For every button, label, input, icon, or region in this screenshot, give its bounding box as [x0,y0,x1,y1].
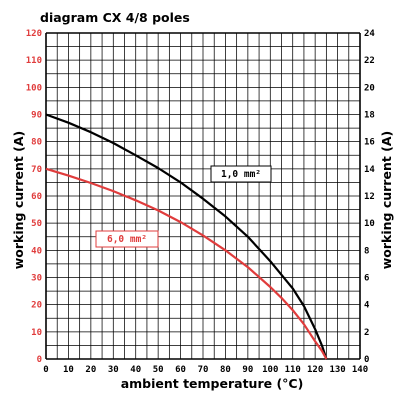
left-tick-label: 90 [31,111,42,121]
left-tick-label: 60 [31,192,42,202]
x-tick-label: 120 [307,365,323,375]
left-tick-label: 20 [31,301,42,311]
right-tick-label: 0 [364,355,369,365]
left-tick-label: 40 [31,246,42,256]
right-tick-label: 6 [364,274,369,284]
x-tick-label: 30 [108,365,119,375]
x-tick-label: 80 [220,365,231,375]
left-axis-title: working current (A) [11,131,26,270]
left-tick-label: 0 [37,355,42,365]
x-tick-label: 130 [329,365,345,375]
label-box-black [210,165,272,183]
series-line-black [45,113,328,360]
right-tick-label: 16 [364,138,375,148]
x-tick-label: 110 [285,365,301,375]
right-tick-label: 2 [364,328,369,338]
x-tick-label: 50 [153,365,164,375]
x-axis-title: ambient temperature (°C) [121,376,304,391]
left-axis-ticks: 0 10 20 30 40 50 60 70 80 90 100 110 120 [26,29,42,365]
x-tick-label: 90 [242,365,253,375]
left-tick-label: 110 [26,56,42,66]
series-label-red: 6,0 mm² [107,234,147,245]
right-tick-label: 4 [364,301,370,311]
left-tick-label: 50 [31,219,42,229]
x-tick-label: 0 [43,365,48,375]
x-tick-label: 140 [352,365,368,375]
left-tick-label: 30 [31,274,42,284]
right-tick-label: 14 [364,165,375,175]
x-tick-label: 70 [198,365,209,375]
left-tick-label: 70 [31,165,42,175]
x-tick-label: 10 [63,365,74,375]
x-tick-label: 40 [130,365,141,375]
right-tick-label: 20 [364,83,375,93]
right-tick-label: 24 [364,29,375,39]
curves [45,113,328,360]
label-box-red [95,230,159,248]
right-tick-label: 12 [364,192,375,202]
right-axis-title: working current (A) [379,131,394,270]
right-tick-label: 18 [364,111,375,121]
left-tick-label: 80 [31,138,42,148]
x-axis-ticks: 0 10 20 30 40 50 60 70 80 90 100 110 120 130 140 [43,365,368,375]
series-label-black: 1,0 mm² [221,169,261,180]
right-tick-label: 8 [364,246,369,256]
grid-lines [45,32,361,360]
x-tick-label: 60 [175,365,186,375]
x-tick-label: 100 [262,365,278,375]
left-tick-label: 100 [26,83,42,93]
left-tick-label: 10 [31,328,42,338]
x-tick-label: 20 [85,365,96,375]
right-tick-label: 22 [364,56,375,66]
right-tick-label: 10 [364,219,375,229]
left-tick-label: 120 [26,29,42,39]
chart-title: diagram CX 4/8 poles [40,10,190,25]
series-line-red [45,167,328,360]
